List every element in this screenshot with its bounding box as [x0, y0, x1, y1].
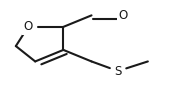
Text: S: S [114, 65, 122, 78]
Text: O: O [119, 9, 128, 22]
Text: O: O [24, 20, 33, 33]
